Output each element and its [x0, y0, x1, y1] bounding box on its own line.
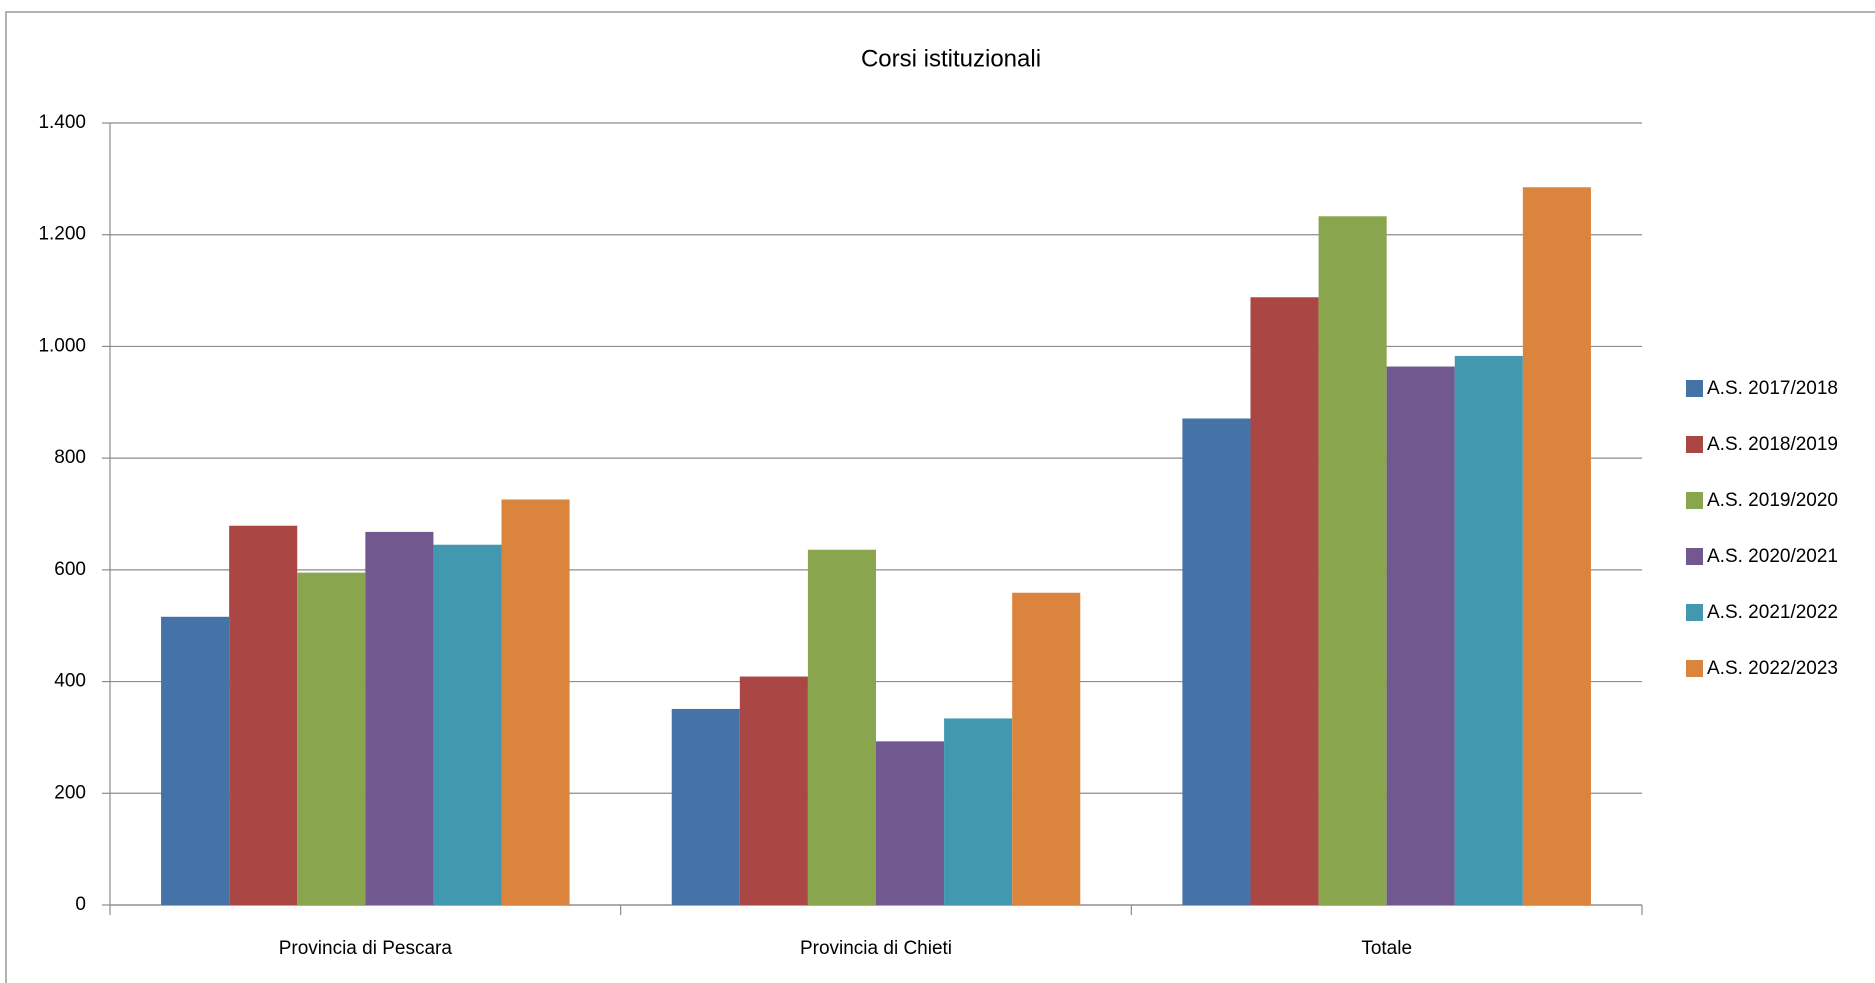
y-tick-label: 1.200: [38, 224, 86, 245]
y-tick-label: 200: [54, 782, 86, 803]
legend-swatch: [1686, 548, 1703, 565]
bar: [1182, 418, 1251, 905]
legend-swatch: [1686, 604, 1703, 621]
chart-frame: [5, 11, 1875, 983]
bar: [365, 531, 434, 905]
bar: [297, 572, 366, 905]
legend-label: A.S. 2019/2020: [1707, 490, 1838, 511]
y-tick-label: 400: [54, 671, 86, 692]
x-tick-label: Provincia di Chieti: [800, 938, 952, 959]
legend-label: A.S. 2018/2019: [1707, 434, 1838, 455]
bar: [1522, 187, 1591, 905]
bar: [807, 549, 876, 905]
legend-swatch: [1686, 492, 1703, 509]
y-tick-label: 0: [75, 894, 86, 915]
legend-label: A.S. 2017/2018: [1707, 378, 1838, 399]
bar: [1250, 297, 1319, 905]
chart-title: Corsi istituzionali: [861, 45, 1041, 72]
x-tick-label: Totale: [1361, 938, 1412, 959]
bar: [161, 616, 230, 905]
y-tick-label: 1.400: [38, 112, 86, 133]
bar: [1318, 216, 1387, 905]
legend-swatch: [1686, 436, 1703, 453]
legend-swatch: [1686, 380, 1703, 397]
bar: [501, 499, 570, 905]
legend-label: A.S. 2021/2022: [1707, 602, 1838, 623]
bar: [739, 676, 808, 905]
legend-label: A.S. 2022/2023: [1707, 658, 1838, 679]
bar: [876, 741, 945, 905]
legend-label: A.S. 2020/2021: [1707, 546, 1838, 567]
y-tick-label: 1.000: [38, 335, 86, 356]
legend-swatch: [1686, 660, 1703, 677]
bar: [433, 544, 502, 905]
bar: [944, 718, 1013, 905]
bar: [1454, 355, 1523, 905]
y-tick-label: 800: [54, 447, 86, 468]
x-tick-label: Provincia di Pescara: [279, 938, 453, 959]
y-tick-label: 600: [54, 559, 86, 580]
bar: [671, 708, 740, 905]
bar: [229, 525, 298, 905]
bar: [1386, 366, 1455, 906]
bar: [1012, 592, 1081, 905]
